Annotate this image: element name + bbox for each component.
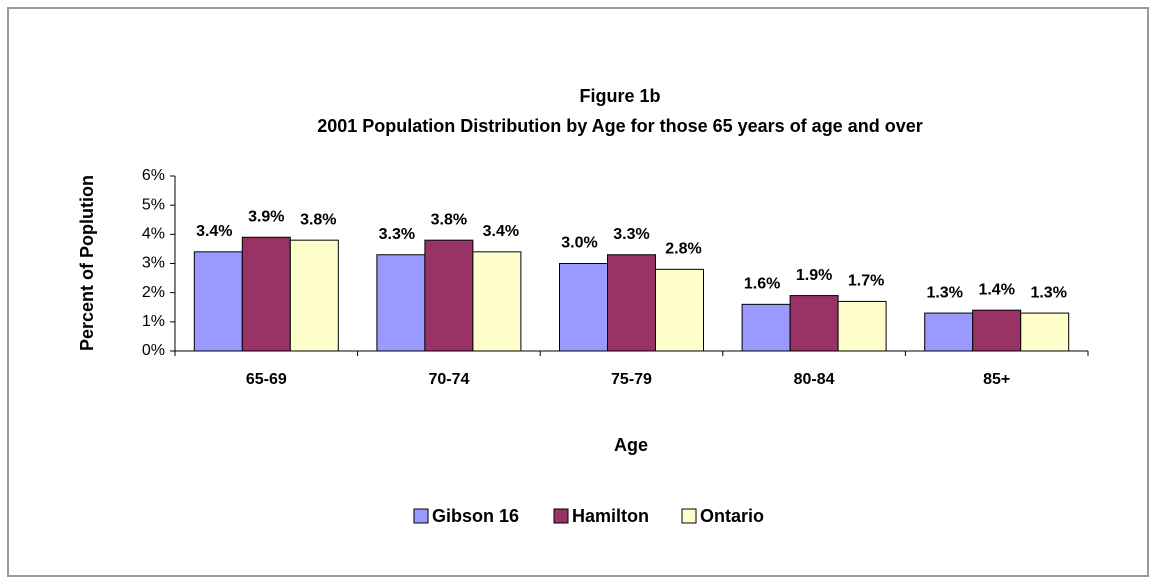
legend-swatch	[413, 508, 429, 524]
data-label: 3.8%	[431, 211, 467, 228]
y-tick-label: 5%	[142, 196, 165, 213]
y-tick-label: 1%	[142, 313, 165, 330]
legend-label: Gibson 16	[432, 506, 519, 526]
data-label: 1.6%	[744, 276, 780, 293]
data-label: 3.4%	[483, 223, 519, 240]
chart-subtitle: 2001 Population Distribution by Age for …	[317, 116, 922, 136]
data-label: 3.9%	[248, 208, 284, 225]
x-tick-label: 85+	[983, 371, 1010, 388]
bar	[1020, 312, 1070, 352]
x-tick-label: 65-69	[246, 371, 287, 388]
y-tick-label: 6%	[142, 167, 165, 184]
x-axis-title: Age	[614, 435, 648, 455]
bar	[472, 251, 522, 352]
data-label: 3.8%	[300, 211, 336, 228]
y-tick-label: 0%	[142, 342, 165, 359]
bar	[837, 300, 887, 352]
data-label: 3.0%	[561, 235, 597, 252]
bar	[559, 263, 608, 352]
data-label: 1.3%	[926, 284, 962, 301]
x-tick-label: 70-74	[428, 371, 469, 388]
x-tick-label: 75-79	[611, 371, 652, 388]
data-label: 1.7%	[848, 273, 884, 290]
chart-title: Figure 1b	[579, 86, 660, 106]
data-label: 3.4%	[196, 223, 232, 240]
legend-label: Hamilton	[572, 506, 649, 526]
bar	[924, 312, 974, 352]
bar	[655, 268, 704, 352]
y-tick-label: 3%	[142, 255, 165, 272]
y-tick-label: 4%	[142, 226, 165, 243]
data-label: 2.8%	[665, 241, 701, 258]
bar	[741, 303, 791, 352]
bar	[972, 309, 1022, 352]
data-label: 1.3%	[1030, 284, 1066, 301]
data-label: 1.9%	[796, 267, 832, 284]
y-tick-label: 2%	[142, 284, 165, 301]
bar	[289, 239, 339, 352]
legend-swatch	[553, 508, 569, 524]
bar	[607, 254, 656, 352]
data-label: 3.3%	[613, 226, 649, 243]
bar	[376, 254, 426, 352]
data-label: 1.4%	[978, 281, 1014, 298]
bar	[424, 239, 474, 352]
bar	[193, 251, 243, 352]
y-axis-title: Percent of Poplution	[77, 175, 97, 351]
legend-label: Ontario	[700, 506, 764, 526]
legend-swatch	[681, 508, 697, 524]
bar	[789, 295, 839, 352]
bar	[241, 236, 291, 352]
x-tick-label: 80-84	[794, 371, 835, 388]
data-label: 3.3%	[379, 226, 415, 243]
